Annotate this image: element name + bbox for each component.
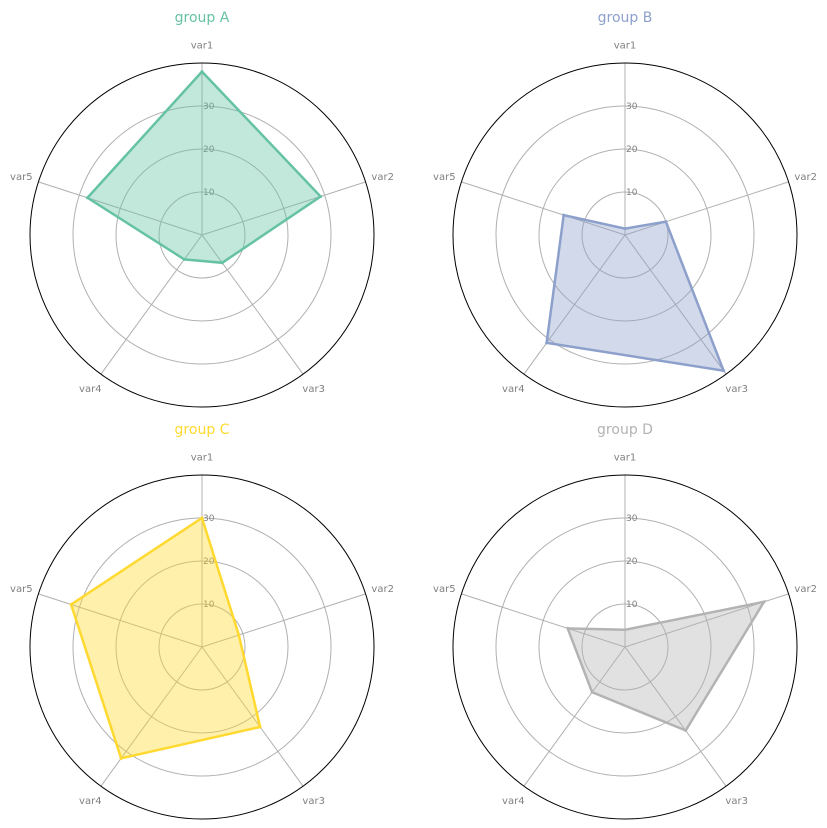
category-label: var4 <box>79 796 102 807</box>
data-point <box>182 257 186 261</box>
category-label: var5 <box>10 584 33 595</box>
category-label: var5 <box>10 172 33 183</box>
panel-title: group C <box>175 422 230 438</box>
radial-tick-label: 30 <box>626 102 638 112</box>
outer-frame <box>29 62 375 408</box>
radar-panel: var1 var2 var3 var4 var5 10 20 30 group B <box>433 10 817 408</box>
category-label: var1 <box>191 453 214 464</box>
radial-tick-label: 10 <box>626 188 638 198</box>
data-point <box>258 725 262 729</box>
category-label: var3 <box>725 796 748 807</box>
panel-title: group D <box>597 422 653 438</box>
data-point <box>562 213 566 217</box>
spoke-line <box>523 234 626 375</box>
category-label: var4 <box>502 796 525 807</box>
category-label: var2 <box>794 584 817 595</box>
radial-tick-label: 10 <box>626 600 638 610</box>
radar-panel: var1 var2 var3 var4 var5 10 20 30 group A <box>10 10 394 408</box>
radial-tick-label: 10 <box>203 600 215 610</box>
spoke-line <box>38 181 203 236</box>
category-label: var4 <box>502 384 525 395</box>
radial-tick-label: 30 <box>626 514 638 524</box>
data-point <box>664 220 668 224</box>
category-label: var4 <box>79 384 102 395</box>
category-label: var3 <box>302 384 325 395</box>
category-label: var5 <box>433 584 456 595</box>
data-point <box>623 227 627 231</box>
data-point <box>762 600 766 604</box>
data-point <box>566 626 570 630</box>
spoke-line <box>100 646 203 787</box>
outer-frame <box>452 62 798 408</box>
data-point <box>319 194 323 198</box>
data-point <box>119 756 123 760</box>
category-label: var2 <box>371 172 394 183</box>
category-label: var1 <box>191 41 214 52</box>
radial-tick-label: 30 <box>203 102 215 112</box>
series-area <box>567 601 764 731</box>
data-point <box>220 261 224 265</box>
data-point <box>623 628 627 632</box>
radar-panel: var1 var2 var3 var4 var5 10 20 30 group D <box>433 422 817 820</box>
data-point <box>85 196 89 200</box>
outer-frame <box>29 474 375 820</box>
spoke-line <box>624 646 727 787</box>
series-area <box>87 71 321 263</box>
series-area <box>71 518 261 759</box>
data-point <box>200 70 204 74</box>
panel-title: group A <box>175 10 230 26</box>
spoke-line <box>523 646 626 787</box>
outer-frame <box>452 474 798 820</box>
series-area <box>546 215 724 371</box>
data-point <box>590 690 594 694</box>
data-point <box>684 728 688 732</box>
category-label: var2 <box>794 172 817 183</box>
radial-tick-label: 20 <box>626 557 638 567</box>
radial-tick-label: 20 <box>203 145 215 155</box>
radar-panel: var1 var2 var3 var4 var5 10 20 30 group C <box>10 422 394 820</box>
radial-tick-label: 20 <box>626 145 638 155</box>
category-label: var1 <box>614 453 637 464</box>
spoke-line <box>461 593 626 648</box>
data-point <box>237 633 241 637</box>
category-label: var3 <box>302 796 325 807</box>
category-label: var5 <box>433 172 456 183</box>
series-line <box>85 69 323 265</box>
spoke-line <box>38 593 203 648</box>
spoke-line <box>201 646 304 787</box>
series-line <box>69 516 262 760</box>
data-point <box>545 341 549 345</box>
data-point <box>722 369 726 373</box>
panel-title: group B <box>598 10 653 26</box>
spoke-line <box>624 181 789 236</box>
spoke-line <box>201 181 366 236</box>
series-line <box>545 213 726 373</box>
spoke-line <box>624 234 727 375</box>
category-label: var1 <box>614 41 637 52</box>
spoke-line <box>201 593 366 648</box>
category-label: var2 <box>371 584 394 595</box>
category-label: var3 <box>725 384 748 395</box>
radial-tick-label: 10 <box>203 188 215 198</box>
data-point <box>69 602 73 606</box>
series-line <box>565 600 767 733</box>
spoke-line <box>201 234 304 375</box>
radial-tick-label: 20 <box>203 557 215 567</box>
data-point <box>200 516 204 520</box>
spoke-line <box>461 181 626 236</box>
radial-tick-label: 30 <box>203 514 215 524</box>
